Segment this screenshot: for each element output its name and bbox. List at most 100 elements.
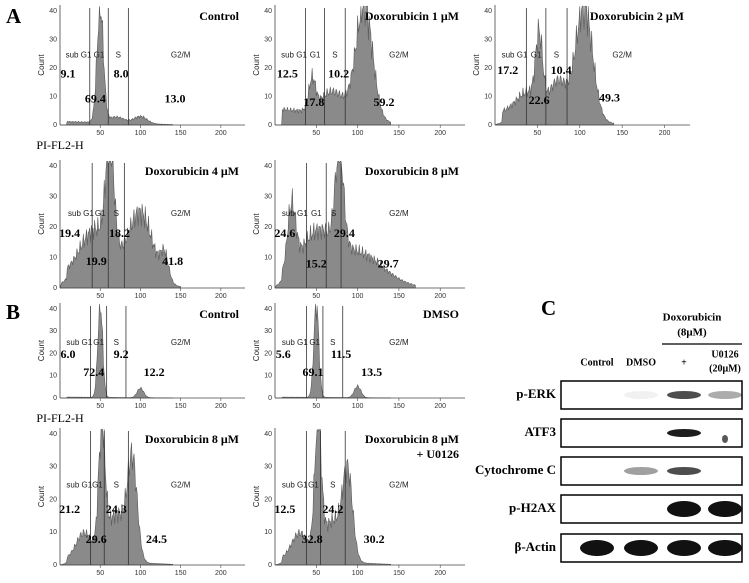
column-label: DMSO [626,357,656,368]
percentage: 19.9 [86,254,107,268]
region-label: G2/M [389,209,409,218]
row-label: p-H2AX [509,500,557,515]
percentage: 24.3 [106,502,127,516]
y-tick-label: 30 [264,328,272,335]
percentage: 29.7 [378,257,399,271]
y-tick-label: 40 [264,8,272,15]
percentage: 12.5 [277,66,298,80]
blot-band [667,429,701,437]
histogram-title: Doxorubicin 8 μM [365,164,459,178]
x-tick-label: 100 [352,570,364,577]
region-label: sub G1 [66,481,92,490]
percentage: 5.6 [276,347,291,361]
treatment-label: Doxorubicin [663,312,722,324]
percentage: 10.2 [328,66,349,80]
row-label: p-ERK [516,386,557,401]
region-label: G1 [531,51,542,60]
y-tick-label: 10 [264,93,272,100]
y-tick-label: 10 [484,93,492,100]
percentage: 29.4 [334,226,355,240]
histogram: sub G1 G1 S G2/M 24.6 15.2 29.4 29.7 Doxorubicin… [252,160,465,300]
blot-band [667,391,701,399]
region-label: G1 [310,51,321,60]
percentage: 17.8 [303,95,324,109]
histogram-area [274,160,416,289]
x-tick-label: 50 [96,293,104,300]
y-axis-label: Count [37,485,46,507]
x-tick-label: 100 [352,403,364,410]
x-tick-label: 150 [393,570,405,577]
region-label: G2/M [612,51,632,60]
x-tick-label: 100 [135,403,147,410]
y-tick-label: 0 [53,285,57,292]
histogram-title: Doxorubicin 8 μM [365,432,459,446]
region-label: S [330,481,335,490]
histogram-area [274,428,391,566]
region-label: G2/M [171,481,191,490]
y-tick-label: 30 [264,36,272,43]
y-tick-label: 30 [264,464,272,471]
x-tick-label: 200 [215,130,227,137]
region-label: sub G1 [282,338,308,347]
histogram: sub G1 G1 S G2/M 21.2 29.6 24.3 24.5 Doxorubicin… [37,428,245,577]
histogram-area [494,5,614,126]
percentage: 12.5 [274,502,295,516]
y-tick-label: 10 [264,373,272,380]
percentage: 59.2 [374,95,395,109]
x-tick-label: 50 [312,570,320,577]
blot-band [667,467,701,475]
percentage: 29.6 [86,532,107,546]
blot-band [722,435,728,443]
region-label: sub G1 [66,51,92,60]
column-label: U0126 [711,349,738,360]
y-tick-label: 20 [49,224,57,231]
y-tick-label: 40 [484,8,492,15]
region-label: G1 [308,481,319,490]
panel-label: A [6,4,22,28]
percentage: 69.4 [85,92,106,106]
y-tick-label: 40 [264,431,272,438]
histogram-title: DMSO [423,307,459,321]
panel-label: C [541,296,556,320]
row-label: Cytochrome C [475,462,556,477]
y-tick-label: 30 [49,464,57,471]
y-tick-label: 30 [49,36,57,43]
histogram-area [59,160,181,289]
region-label: sub G1 [282,481,308,490]
percentage: 9.2 [114,347,129,361]
x-tick-label: 150 [616,130,628,137]
y-tick-label: 40 [264,163,272,170]
x-tick-label: 150 [175,293,187,300]
y-tick-label: 0 [268,122,272,129]
y-tick-label: 10 [49,373,57,380]
column-label: (20μM) [709,363,741,374]
percentage: 24.5 [146,532,167,546]
y-axis-label: Count [252,339,261,361]
x-tick-label: 100 [135,570,147,577]
y-tick-label: 0 [53,122,57,129]
treatment-label: (8μM) [677,327,707,339]
panel-label: B [6,300,20,324]
histogram-title: Doxorubicin 4 μM [145,164,239,178]
y-axis-label: Count [37,339,46,361]
y-axis-label: Count [252,485,261,507]
y-axis-label: Count [252,213,261,235]
y-tick-label: 10 [264,254,272,261]
percentage: 72.4 [83,365,104,379]
histogram-area [60,6,173,126]
region-label: G1 [311,209,322,218]
histogram: sub G1 G1 S G2/M 12.5 32.8 24.2 30.2 Doxorubicin… [252,428,465,577]
y-tick-label: 20 [264,65,272,72]
y-tick-label: 40 [49,306,57,313]
blot-band [624,540,658,556]
blot-band [624,467,658,475]
region-label: sub G1 [281,51,307,60]
y-tick-label: 20 [264,496,272,503]
region-label: S [114,338,119,347]
y-tick-label: 10 [49,254,57,261]
y-tick-label: 0 [53,395,57,402]
region-label: G2/M [389,338,409,347]
row-label: ATF3 [524,424,556,439]
